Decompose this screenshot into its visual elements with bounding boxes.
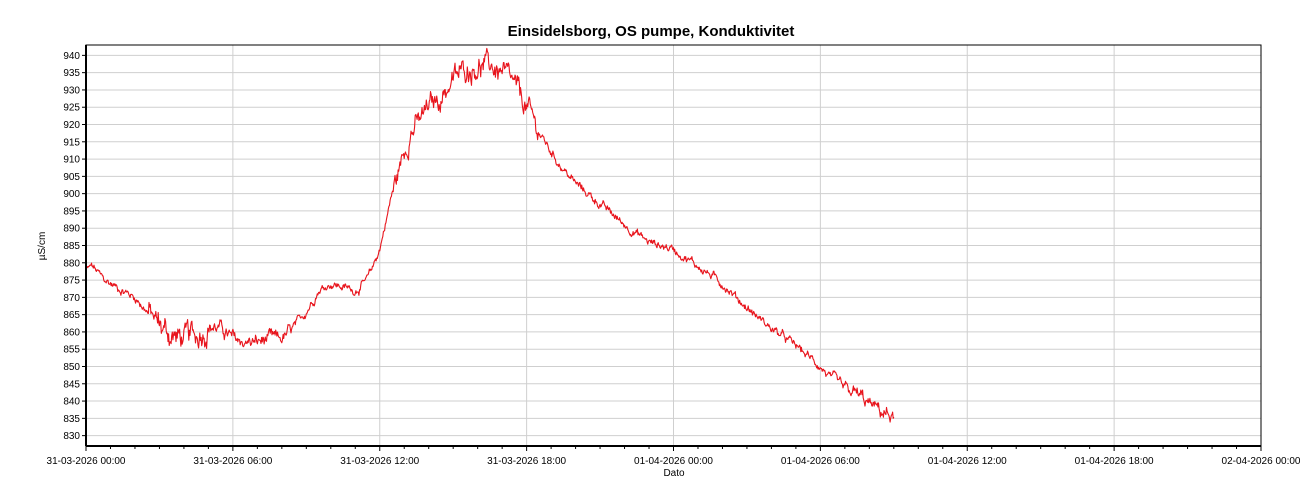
y-tick-label: 860 [63, 327, 80, 338]
y-tick-label: 850 [63, 362, 80, 373]
y-tick-label: 910 [63, 155, 80, 166]
y-tick-label: 890 [63, 224, 80, 235]
x-tick-label: 31-03-2026 06:00 [193, 456, 272, 467]
x-tick-label: 31-03-2026 18:00 [487, 456, 566, 467]
x-tick-label: 01-04-2026 06:00 [781, 456, 860, 467]
axes [82, 45, 1262, 451]
conductivity-series-line [85, 47, 895, 423]
x-tick-label: 01-04-2026 00:00 [634, 456, 713, 467]
y-tick-label: 940 [63, 51, 80, 62]
x-tick-label: 02-04-2026 00:00 [1222, 456, 1300, 467]
x-tick-label: 01-04-2026 12:00 [928, 456, 1007, 467]
y-tick-label: 900 [63, 189, 80, 200]
y-tick-label: 840 [63, 397, 80, 408]
y-tick-label: 930 [63, 85, 80, 96]
y-tick-label: 880 [63, 258, 80, 269]
y-tick-label: 870 [63, 293, 80, 304]
y-tick-label: 845 [63, 379, 80, 390]
x-tick-label: 31-03-2026 12:00 [340, 456, 419, 467]
tick-labels: 830 835 840 845 850 855 860 865 870 875 880 885 890 8… [47, 51, 1300, 467]
y-tick-label: 925 [63, 103, 80, 114]
x-tick-label: 31-03-2026 00:00 [47, 456, 126, 467]
chart-title: Einsidelsborg, OS pumpe, Konduktivitet [508, 23, 795, 40]
x-axis-label: Dato [663, 468, 685, 479]
y-tick-label: 915 [63, 137, 80, 148]
x-tick-label: 01-04-2026 18:00 [1075, 456, 1154, 467]
y-tick-label: 885 [63, 241, 80, 252]
y-tick-label: 875 [63, 276, 80, 287]
y-tick-label: 935 [63, 68, 80, 79]
series-layer [85, 47, 895, 423]
y-axis-label: µS/cm [37, 232, 48, 261]
grid [85, 45, 1262, 446]
y-tick-label: 830 [63, 431, 80, 442]
y-tick-label: 920 [63, 120, 80, 131]
y-tick-label: 895 [63, 206, 80, 217]
y-tick-label: 835 [63, 414, 80, 425]
y-tick-label: 905 [63, 172, 80, 183]
y-tick-label: 865 [63, 310, 80, 321]
y-tick-label: 855 [63, 345, 80, 356]
